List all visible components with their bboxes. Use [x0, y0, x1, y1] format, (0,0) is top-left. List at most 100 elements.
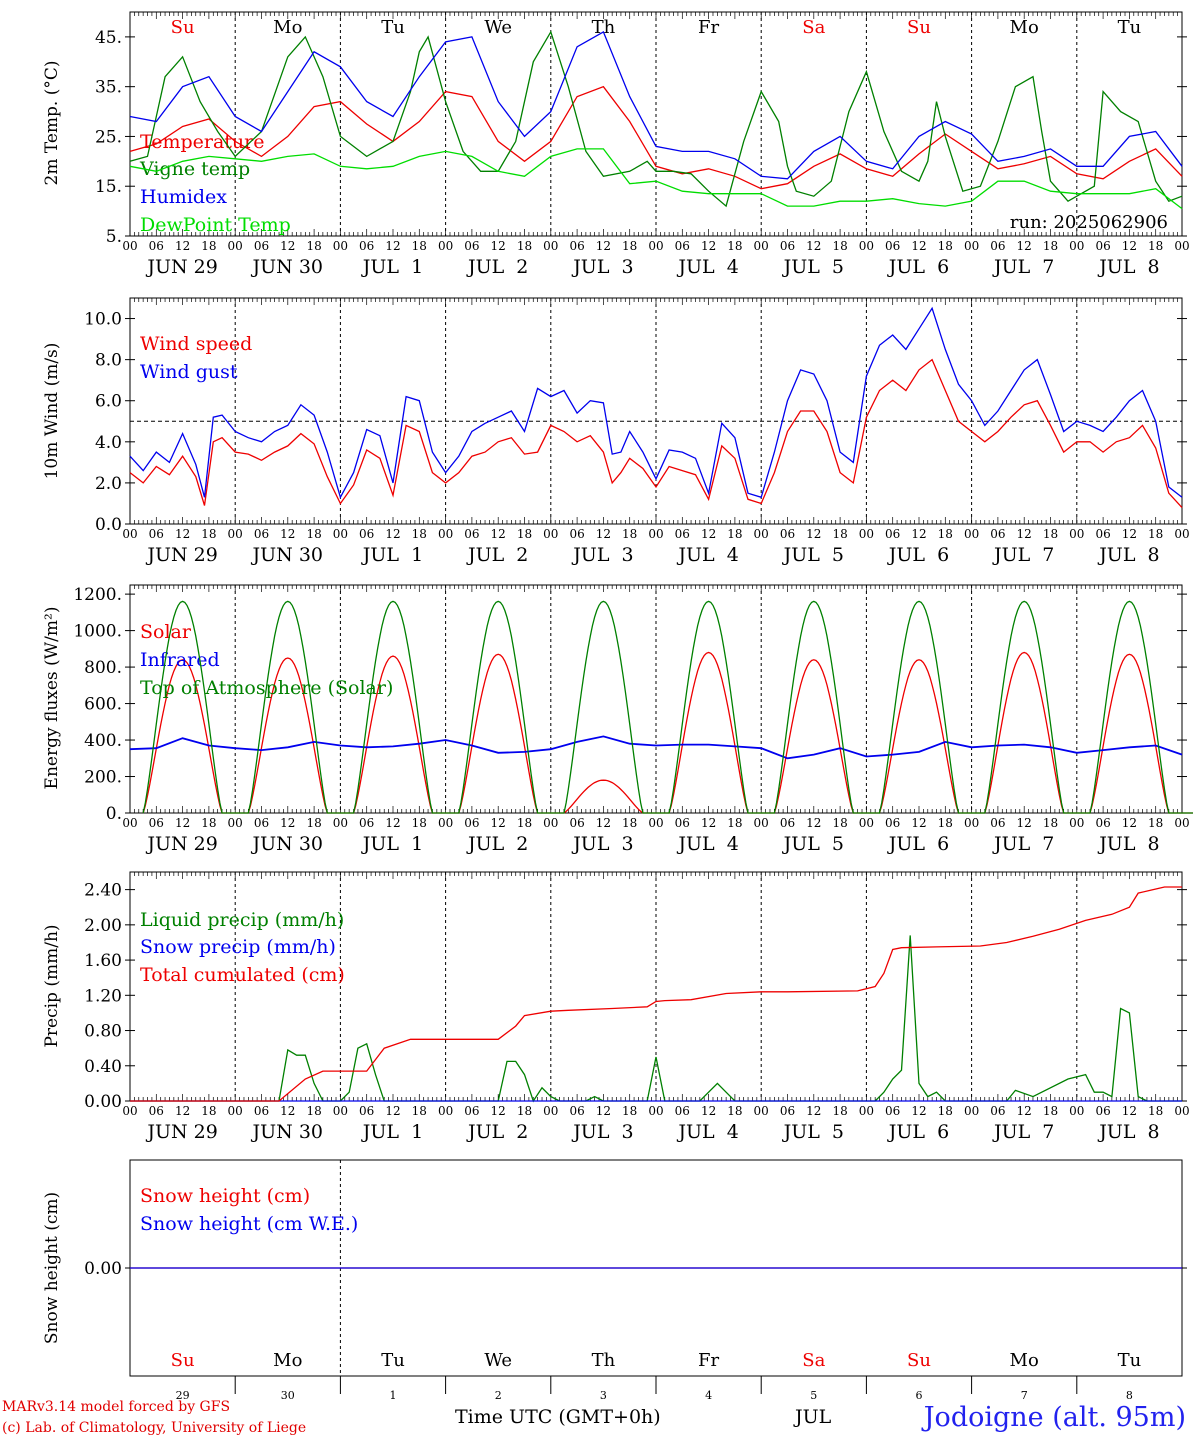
day-number-label: 2 [495, 1389, 502, 1402]
hour-tick-label: 12 [701, 239, 716, 253]
plot-frame [129, 11, 1183, 237]
day-number-label: 4 [705, 1389, 712, 1402]
weekday-label: Tu [1118, 1350, 1142, 1371]
series-line-infrared [129, 735, 1183, 760]
hour-tick-label: 12 [1122, 1104, 1137, 1118]
hour-tick-label: 00 [964, 239, 979, 253]
hour-tick-label: 06 [149, 239, 164, 253]
weekday-label: We [484, 17, 512, 38]
hour-tick-label: 18 [1043, 239, 1058, 253]
hour-tick-label: 12 [175, 527, 190, 541]
day-number-label: 8 [1126, 1389, 1133, 1402]
weekday-label: We [484, 1350, 512, 1371]
date-label: JUL 4 [676, 256, 738, 278]
hour-tick-label: 00 [964, 527, 979, 541]
hour-tick-label: 00 [964, 1104, 979, 1118]
y-tick-label: 1.20 [84, 986, 122, 1006]
date-label: JUL 1 [361, 1121, 423, 1143]
date-label: JUN 29 [145, 544, 217, 566]
date-label: JUL 6 [887, 544, 949, 566]
legend-entry: Snow height (cm W.E.) [140, 1213, 358, 1235]
hour-tick-label: 00 [1174, 527, 1189, 541]
hour-tick-label: 06 [254, 1104, 269, 1118]
hour-tick-label: 06 [1095, 239, 1110, 253]
hour-tick-label: 18 [306, 1104, 321, 1118]
legend-entry: DewPoint Temp [140, 214, 291, 236]
hour-tick-label: 06 [885, 239, 900, 253]
hour-tick-label: 18 [412, 1104, 427, 1118]
hour-tick-label: 12 [491, 816, 506, 830]
hour-tick-label: 00 [1069, 816, 1084, 830]
date-label: JUL 3 [571, 833, 633, 855]
hour-tick-label: 12 [1017, 1104, 1032, 1118]
date-label: JUN 29 [145, 833, 217, 855]
date-label: JUL 5 [782, 544, 844, 566]
hour-tick-label: 18 [622, 816, 637, 830]
hour-tick-label: 18 [938, 1104, 953, 1118]
y-axis-title: 10m Wind (m/s) [42, 343, 62, 480]
y-axis-title: Precip (mm/h) [42, 924, 62, 1047]
hour-tick-label: 00 [1174, 816, 1189, 830]
hour-tick-label: 12 [806, 239, 821, 253]
hour-tick-label: 18 [622, 1104, 637, 1118]
hour-tick-label: 12 [385, 1104, 400, 1118]
hour-tick-label: 00 [1069, 1104, 1084, 1118]
legend-entry: Top of Atmosphere (Solar) [140, 677, 393, 699]
hour-tick-label: 06 [359, 239, 374, 253]
hour-tick-label: 06 [675, 1104, 690, 1118]
series-line-top-of-atmosphere-solar- [142, 600, 1193, 814]
day-number-label: 5 [810, 1389, 817, 1402]
hour-tick-label: 00 [438, 1104, 453, 1118]
date-label: JUL 5 [782, 1121, 844, 1143]
weekday-label: Th [592, 1350, 616, 1371]
hour-tick-label: 12 [280, 527, 295, 541]
hour-tick-label: 18 [412, 816, 427, 830]
hour-tick-label: 00 [333, 239, 348, 253]
hour-tick-label: 18 [1148, 816, 1163, 830]
hour-tick-label: 00 [754, 816, 769, 830]
hour-tick-label: 00 [228, 1104, 243, 1118]
panel-1: 00 06 12 18 JUN 29 00 06 12 18 JUN 30 00 06 12 18 JUL … [42, 11, 1190, 278]
hour-tick-label: 00 [859, 1104, 874, 1118]
date-label: JUL 6 [887, 833, 949, 855]
date-label: JUL 3 [571, 544, 633, 566]
y-tick-label: 35. [95, 78, 122, 98]
run-label: run: 2025062906 [1010, 212, 1168, 233]
hour-tick-label: 12 [1122, 527, 1137, 541]
hour-tick-label: 06 [780, 816, 795, 830]
hour-tick-label: 12 [701, 1104, 716, 1118]
y-tick-label: 1.60 [84, 951, 122, 971]
hour-tick-label: 06 [149, 1104, 164, 1118]
date-label: JUL 8 [1097, 833, 1159, 855]
hour-tick-label: 00 [1174, 239, 1189, 253]
hour-tick-label: 00 [122, 1104, 137, 1118]
weekday-label: Fr [698, 1350, 719, 1371]
hour-tick-label: 00 [754, 527, 769, 541]
hour-tick-label: 06 [464, 816, 479, 830]
hour-tick-label: 18 [306, 239, 321, 253]
hour-tick-label: 00 [648, 1104, 663, 1118]
hour-tick-label: 06 [990, 1104, 1005, 1118]
hour-tick-label: 06 [675, 239, 690, 253]
weekday-label: Mo [273, 1350, 302, 1371]
y-tick-label: 1000. [73, 622, 122, 642]
date-label: JUL 4 [676, 544, 738, 566]
weekday-label: Tu [381, 17, 405, 38]
hour-tick-label: 06 [990, 527, 1005, 541]
hour-tick-label: 00 [228, 239, 243, 253]
weekday-label: Su [171, 17, 195, 38]
hour-tick-label: 18 [832, 816, 847, 830]
y-tick-label: 0. [106, 804, 122, 824]
y-tick-label: 15. [95, 177, 122, 197]
hour-tick-label: 00 [754, 239, 769, 253]
weekday-label: Mo [1010, 1350, 1039, 1371]
series-line-wind-speed [129, 358, 1183, 509]
series-line-temperature [129, 85, 1183, 190]
hour-tick-label: 18 [201, 527, 216, 541]
hour-tick-label: 18 [201, 816, 216, 830]
date-label: JUL 8 [1097, 1121, 1159, 1143]
series-line-humidex [129, 30, 1183, 180]
panel-2: 00 06 12 18 JUN 29 00 06 12 18 JUN 30 00 06 12 18 JUL … [42, 297, 1190, 566]
model-credit: MARv3.14 model forced by GFS [2, 1399, 231, 1415]
